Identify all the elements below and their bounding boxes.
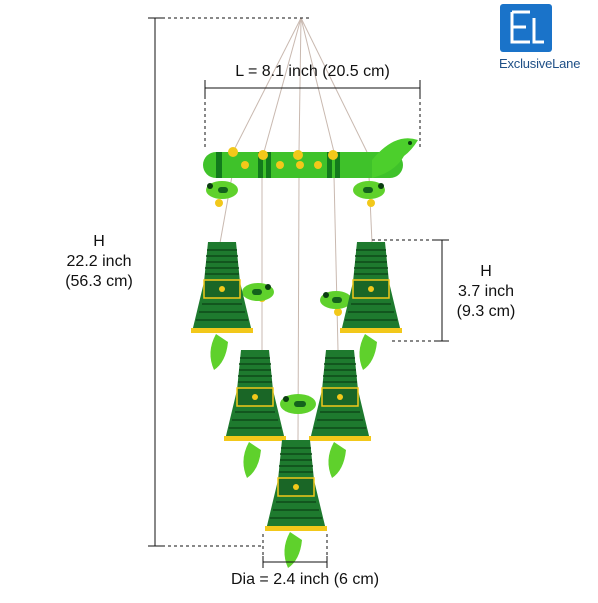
parrots: [206, 181, 385, 414]
bell-height-inch: 3.7 inch: [457, 283, 515, 300]
bell-height-label: H 3.7 inch (9.3 cm): [446, 262, 526, 322]
dimension-lines: [148, 17, 449, 568]
bell-height-cm: (9.3 cm): [456, 303, 516, 320]
total-height-cm: (56.3 cm): [65, 273, 133, 290]
total-height-inch: 22.2 inch: [66, 253, 132, 270]
brand-logo: ExclusiveLane: [499, 4, 595, 76]
total-height-symbol: H: [93, 233, 105, 250]
length-label: L = 8.1 inch (20.5 cm): [235, 63, 390, 80]
brand-name: ExclusiveLane: [499, 56, 581, 71]
flute-bar: [203, 138, 418, 178]
brand-mark-icon: [500, 4, 552, 52]
brand-mark-glyph: [510, 10, 544, 44]
diameter-label: Dia = 2.4 inch (6 cm): [230, 571, 380, 588]
bell-height-symbol: H: [480, 263, 492, 280]
total-height-label: H 22.2 inch (56.3 cm): [44, 232, 154, 292]
